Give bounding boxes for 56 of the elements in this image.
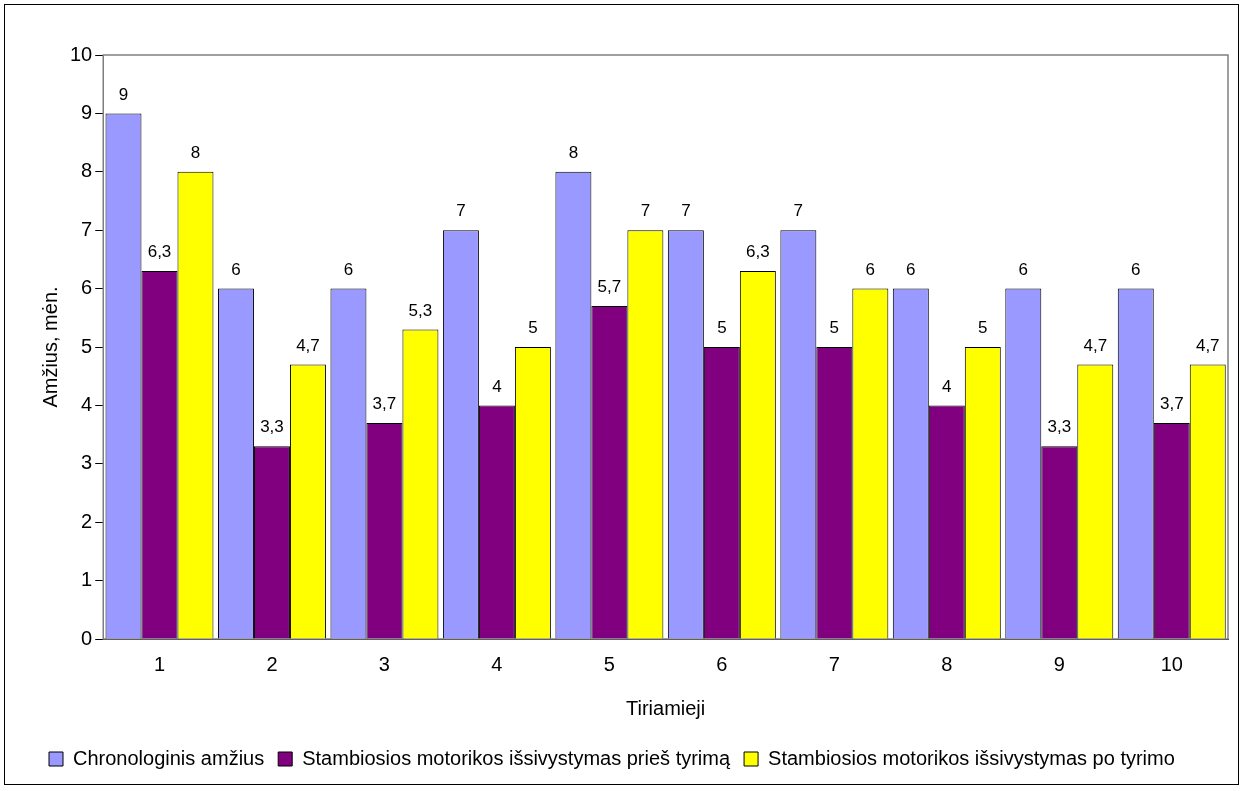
data-label: 4 bbox=[942, 376, 952, 396]
data-label: 3,3 bbox=[1047, 417, 1072, 437]
legend-label: Stambiosios motorikos išsivystymas prieš tyrimą bbox=[302, 746, 731, 769]
data-label: 3,3 bbox=[260, 417, 284, 437]
y-tick-label: 2 bbox=[81, 509, 93, 532]
x-tick-label: 2 bbox=[266, 652, 278, 675]
y-tick-label: 6 bbox=[81, 276, 93, 299]
y-tick-label: 3 bbox=[81, 451, 93, 474]
data-label: 6 bbox=[865, 259, 876, 279]
data-label: 6,3 bbox=[746, 242, 770, 262]
data-label: 9 bbox=[118, 84, 129, 104]
data-label: 4 bbox=[492, 376, 502, 396]
y-tick-label: 10 bbox=[70, 42, 93, 65]
x-tick-label: 7 bbox=[828, 652, 840, 675]
y-axis-title: Amžius, mėn. bbox=[38, 286, 61, 408]
x-tick-label: 5 bbox=[603, 652, 615, 675]
data-label: 8 bbox=[568, 142, 579, 162]
data-label: 6 bbox=[231, 259, 241, 279]
data-label: 6 bbox=[906, 259, 916, 279]
y-tick-label: 5 bbox=[81, 334, 93, 357]
x-tick-label: 3 bbox=[378, 652, 390, 675]
data-label: 7 bbox=[793, 201, 804, 221]
x-tick-label: 8 bbox=[941, 652, 953, 675]
data-label: 4,7 bbox=[1195, 335, 1220, 355]
data-label: 3,7 bbox=[1159, 394, 1184, 414]
data-label: 7 bbox=[640, 201, 651, 221]
y-tick-label: 4 bbox=[81, 392, 93, 415]
data-label: 5 bbox=[717, 318, 727, 338]
data-label: 7 bbox=[681, 201, 691, 221]
x-tick-label: 10 bbox=[1160, 652, 1183, 675]
legend-label: Stambiosios motorikos išsivystymas po tyrimo bbox=[768, 746, 1175, 769]
data-label: 5 bbox=[978, 318, 988, 338]
x-tick-label: 9 bbox=[1053, 652, 1065, 675]
data-label: 7 bbox=[456, 201, 466, 221]
y-tick-label: 8 bbox=[81, 159, 93, 182]
y-tick-label: 1 bbox=[81, 568, 93, 591]
x-tick-label: 1 bbox=[153, 652, 166, 675]
data-label: 6 bbox=[1018, 259, 1029, 279]
y-tick-label: 7 bbox=[81, 217, 93, 240]
y-tick-label: 0 bbox=[81, 626, 93, 649]
data-label: 4,7 bbox=[296, 335, 320, 355]
x-tick-label: 4 bbox=[491, 652, 503, 675]
legend-label: Chronologinis amžius bbox=[73, 746, 265, 769]
data-label: 5,7 bbox=[597, 277, 622, 297]
data-label: 5 bbox=[528, 318, 538, 338]
data-label: 6,3 bbox=[147, 242, 172, 262]
x-axis-title: Tiriamieji bbox=[625, 696, 706, 719]
x-tick-label: 6 bbox=[716, 652, 728, 675]
y-tick-label: 9 bbox=[81, 100, 93, 123]
data-label: 3,7 bbox=[372, 394, 397, 414]
data-label: 5,3 bbox=[408, 300, 433, 320]
data-label: 4,7 bbox=[1083, 335, 1108, 355]
data-label: 6 bbox=[343, 259, 354, 279]
data-label: 6 bbox=[1131, 259, 1141, 279]
data-label: 8 bbox=[190, 142, 201, 162]
data-label: 5 bbox=[829, 318, 840, 338]
